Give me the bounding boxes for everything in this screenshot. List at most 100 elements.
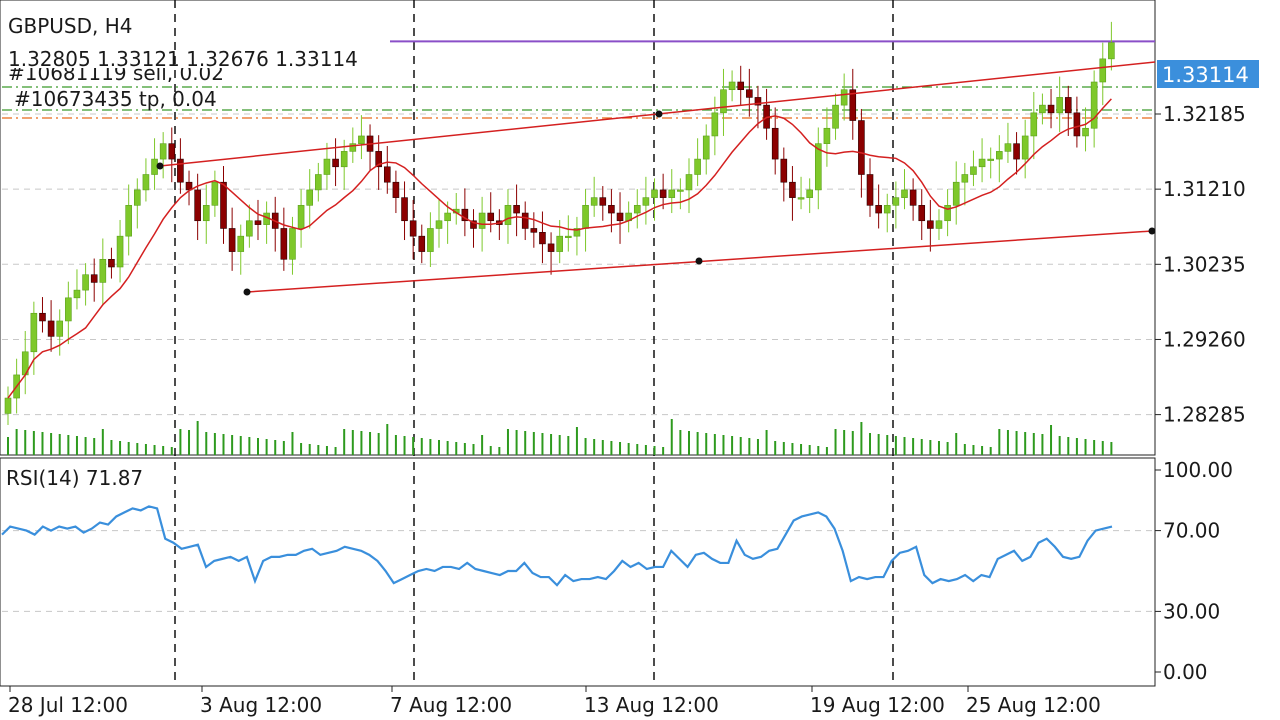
candle-body [383, 166, 391, 183]
candle-body [1030, 112, 1038, 137]
candle-body [737, 81, 745, 91]
candle-body [1073, 112, 1081, 137]
candle-body [82, 274, 89, 291]
channel-trendlines[interactable] [156, 61, 1156, 296]
current-price-label: 1.33114 [1162, 63, 1249, 87]
candle-body [633, 205, 641, 214]
candle-body [530, 228, 538, 233]
candle-body [608, 205, 615, 214]
rsi-panel-frame [0, 457, 1156, 687]
candle-body [116, 235, 124, 268]
candle-body [702, 135, 710, 160]
candle-body [918, 205, 926, 222]
candle-body [539, 232, 546, 245]
trendline-anchor [655, 110, 663, 118]
rsi-tick-label: 0.00 [1163, 660, 1208, 684]
volume-bars [7, 419, 1113, 455]
candle-body [409, 220, 417, 237]
candle-body [401, 197, 408, 222]
candle-body [952, 181, 960, 206]
rsi-title: RSI(14) 71.87 [6, 466, 143, 490]
candle-body [289, 228, 296, 260]
candle-body [935, 220, 943, 229]
candle-body [4, 397, 12, 414]
candle-body [814, 143, 822, 191]
candle-body [99, 258, 107, 283]
candle-body [168, 143, 176, 160]
candle-body [599, 197, 607, 206]
price-axis[interactable]: 1.32185 1.31210 1.30235 1.29260 1.28285 [1155, 102, 1246, 427]
candle-body [427, 228, 434, 252]
candle-body [418, 235, 426, 252]
candle-body [694, 158, 701, 175]
candle-body [504, 205, 512, 225]
order-label-sell: #10681119 sell, 0.02 [8, 61, 224, 85]
candle-body [1004, 143, 1012, 152]
time-tick-label: 19 Aug 12:00 [810, 693, 945, 717]
price-tick-label: 1.31210 [1163, 177, 1246, 201]
candle-body [90, 274, 98, 283]
candle-body [582, 205, 589, 229]
candle-body [159, 143, 167, 160]
candle-body [685, 174, 693, 191]
candle-body [642, 197, 650, 206]
candle-body [677, 189, 684, 192]
order-levels [2, 40, 1155, 119]
ma-line [7, 98, 1112, 399]
candle-body [573, 228, 581, 237]
candle-body [392, 181, 400, 198]
price-tick-label: 1.28285 [1163, 403, 1246, 427]
candle-body [323, 158, 331, 175]
candle-body [590, 197, 598, 206]
candle-body [211, 181, 219, 206]
candle-body [547, 243, 555, 252]
candle-body [134, 189, 141, 206]
candle-body [616, 212, 624, 222]
candle-body [237, 235, 245, 252]
time-tick-label: 7 Aug 12:00 [390, 693, 512, 717]
candle-body [39, 312, 46, 322]
candle-body [944, 205, 951, 222]
time-separators [174, 0, 894, 686]
time-tick-label: 3 Aug 12:00 [200, 693, 322, 717]
candle-body [1064, 97, 1072, 114]
candle-body [315, 174, 322, 191]
candle-body [435, 220, 443, 229]
candle-body [1108, 42, 1115, 60]
candle-body [1021, 135, 1029, 160]
candle-body [487, 212, 495, 222]
candle-body [349, 143, 357, 152]
time-axis[interactable]: 28 Jul 12:00 3 Aug 12:00 7 Aug 12:00 13 Aug… [8, 686, 1101, 717]
price-tick-label: 1.29260 [1163, 327, 1246, 351]
candle-body [254, 220, 262, 225]
candle-body [461, 208, 469, 222]
candle-body [978, 158, 986, 168]
rsi-tick-label: 30.00 [1163, 599, 1220, 623]
order-label-tp: #10673435 tp, 0.04 [14, 87, 217, 111]
candle-body [73, 289, 81, 299]
candle-body [728, 81, 736, 91]
candle-body [901, 189, 908, 198]
symbol-timeframe: GBPUSD, H4 [8, 14, 133, 38]
candle-body [711, 112, 719, 137]
candle-body [806, 189, 813, 198]
rsi-tick-label: 70.00 [1163, 519, 1220, 543]
rsi-tick-label: 100.00 [1163, 458, 1233, 482]
trendline-anchor [243, 288, 251, 296]
candle-body [892, 197, 900, 206]
candle-body [720, 89, 727, 114]
price-grid [2, 113, 1152, 416]
candle-body [1047, 104, 1055, 114]
rsi-line [1, 505, 1113, 587]
candle-body [754, 97, 762, 106]
candle-body [866, 174, 874, 206]
candle-body [444, 212, 451, 222]
candle-body [987, 158, 994, 161]
candle-body [521, 212, 529, 229]
candle-body [47, 320, 55, 337]
candle-body [297, 205, 305, 229]
time-tick-label: 25 Aug 12:00 [966, 693, 1101, 717]
candle-body [927, 220, 934, 229]
candle-body [375, 151, 382, 168]
